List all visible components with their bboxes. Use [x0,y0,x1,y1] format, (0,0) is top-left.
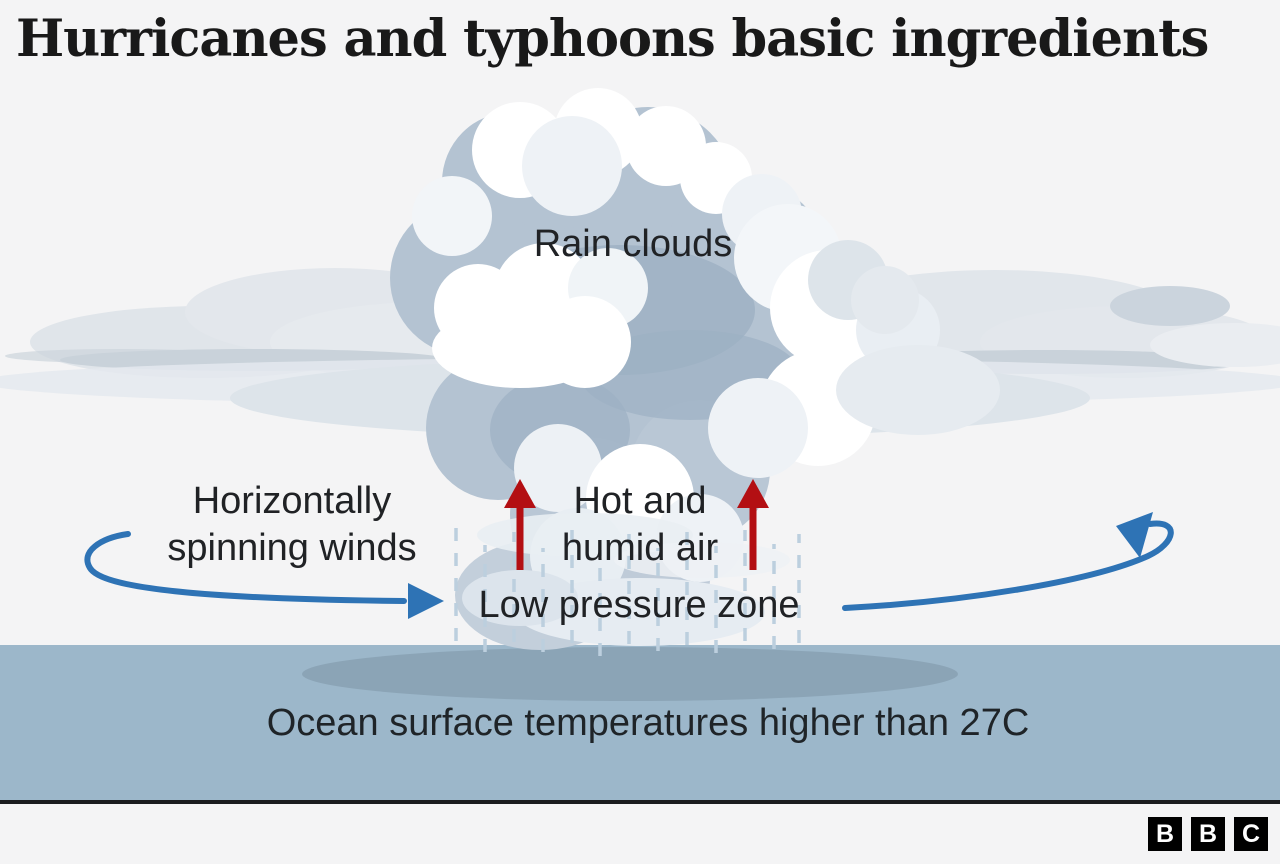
updraft-arrow-left-icon [504,479,536,570]
bbc-logo-block-1: B [1148,817,1182,851]
label-hot-humid-air-line1: Hot and [573,480,707,522]
bbc-logo-letter-2: B [1198,819,1218,848]
label-hot-humid-air: Hot and humid air [562,478,718,572]
label-spinning-winds: Horizontally spinning winds [167,478,416,572]
bbc-logo-block-2: B [1191,817,1225,851]
label-rain-clouds: Rain clouds [533,223,733,265]
ocean-band [0,645,1280,804]
wind-arrow-right-icon [842,512,1174,611]
bbc-logo-block-3: C [1234,817,1268,851]
wind-arrow-left-icon [84,531,444,619]
label-spinning-winds-line2: spinning winds [167,527,417,569]
updraft-arrow-right-icon [737,479,769,570]
label-spinning-winds-line1: Horizontally [192,480,392,522]
rain-cloud-illustration [390,88,1000,650]
bbc-logo-letter-3: C [1241,819,1261,848]
label-hot-humid-air-line2: humid air [561,527,719,569]
cloud-shadow-on-ocean [302,647,958,701]
label-ocean-temperature: Ocean surface temperatures higher than 2… [266,702,1030,744]
rain-lines-icon [454,528,801,658]
label-low-pressure-zone: Low pressure zone [478,584,800,626]
bbc-logo-letter-1: B [1155,819,1175,848]
page-title: Hurricanes and typhoons basic ingredient… [16,9,1209,69]
bbc-logo: B B C [1148,817,1268,851]
